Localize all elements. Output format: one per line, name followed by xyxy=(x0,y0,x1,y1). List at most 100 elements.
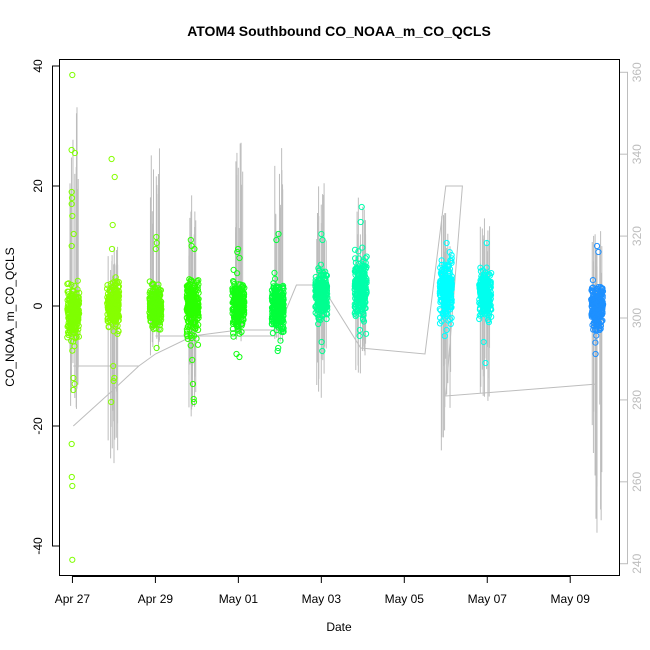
data-point xyxy=(231,286,238,293)
data-point xyxy=(274,321,281,328)
data-point xyxy=(478,273,485,280)
data-point xyxy=(233,295,240,302)
data-point xyxy=(184,335,191,342)
data-point xyxy=(447,316,454,323)
y-tick-label: 20 xyxy=(31,179,45,193)
data-point xyxy=(190,395,197,403)
data-point xyxy=(71,307,78,314)
data-point xyxy=(318,230,325,238)
data-point xyxy=(314,301,321,308)
data-point xyxy=(362,305,369,312)
data-point xyxy=(446,270,453,277)
data-point xyxy=(270,303,277,311)
data-point xyxy=(445,317,452,324)
data-point xyxy=(319,236,326,244)
data-point xyxy=(195,281,202,288)
data-point xyxy=(363,330,370,337)
data-point xyxy=(271,269,278,276)
data-point xyxy=(146,313,153,320)
data-point xyxy=(362,265,369,272)
data-point xyxy=(599,301,606,308)
data-point xyxy=(72,323,79,330)
data-point xyxy=(146,295,153,302)
data-point xyxy=(592,286,600,293)
data-point xyxy=(477,301,484,308)
data-point xyxy=(68,440,75,448)
data-point xyxy=(114,322,121,329)
x-tick-label: May 09 xyxy=(551,592,591,606)
data-point xyxy=(184,288,192,295)
data-point xyxy=(482,311,489,318)
data-point xyxy=(192,290,199,297)
data-point xyxy=(109,279,117,286)
data-point xyxy=(269,293,276,301)
data-point xyxy=(230,314,238,321)
data-point xyxy=(443,308,450,315)
data-point xyxy=(236,254,243,262)
data-point xyxy=(479,295,486,302)
data-point xyxy=(358,264,365,271)
data-point xyxy=(271,314,278,321)
data-point xyxy=(279,283,286,290)
data-point xyxy=(237,298,244,305)
data-point xyxy=(274,347,281,355)
data-point xyxy=(70,338,77,345)
data-point xyxy=(439,283,446,290)
y2-tick-label: 280 xyxy=(630,390,644,410)
data-point xyxy=(230,266,237,273)
data-point xyxy=(69,212,76,220)
data-point xyxy=(359,309,366,316)
x-tick-label: May 03 xyxy=(302,592,342,606)
data-point xyxy=(445,267,452,275)
data-point xyxy=(110,304,117,311)
data-point xyxy=(234,270,241,277)
data-point xyxy=(149,288,156,295)
data-point xyxy=(156,289,163,296)
data-point xyxy=(185,285,193,292)
data-point xyxy=(321,274,328,282)
data-point xyxy=(147,296,154,303)
data-point xyxy=(108,315,115,322)
data-point xyxy=(70,386,77,394)
data-point xyxy=(441,332,448,340)
data-point xyxy=(194,299,202,307)
data-point xyxy=(184,287,191,294)
data-point xyxy=(146,278,153,285)
data-point xyxy=(486,292,493,299)
data-point xyxy=(592,326,599,334)
data-point xyxy=(360,276,367,283)
data-point xyxy=(592,350,599,358)
data-point xyxy=(65,280,72,287)
data-point xyxy=(277,292,284,299)
data-point xyxy=(321,311,328,318)
data-point xyxy=(230,279,237,286)
data-point xyxy=(487,302,494,309)
data-point xyxy=(155,298,163,306)
data-point xyxy=(477,293,484,300)
data-point xyxy=(187,236,194,244)
data-point xyxy=(149,322,156,329)
data-point xyxy=(195,326,202,333)
data-point xyxy=(107,295,114,302)
chart-title: ATOM4 Southbound CO_NOAA_m_CO_QCLS xyxy=(187,23,491,39)
data-point xyxy=(110,377,117,385)
data-point xyxy=(236,353,243,361)
y2-tick-label: 300 xyxy=(630,308,644,328)
data-point xyxy=(438,257,445,264)
data-point xyxy=(595,248,602,256)
data-point xyxy=(352,281,359,288)
data-point xyxy=(233,318,240,326)
data-point xyxy=(66,328,74,335)
y2-tick-label: 240 xyxy=(630,553,644,573)
data-point xyxy=(483,302,490,309)
data-point xyxy=(482,269,489,276)
data-point xyxy=(195,277,202,284)
y2-tick-label: 260 xyxy=(630,471,644,491)
data-point xyxy=(274,291,281,299)
data-point xyxy=(191,319,198,326)
data-point xyxy=(269,330,276,337)
data-point xyxy=(151,301,158,308)
data-point xyxy=(317,287,324,294)
data-point xyxy=(440,290,447,297)
data-point xyxy=(357,288,364,295)
